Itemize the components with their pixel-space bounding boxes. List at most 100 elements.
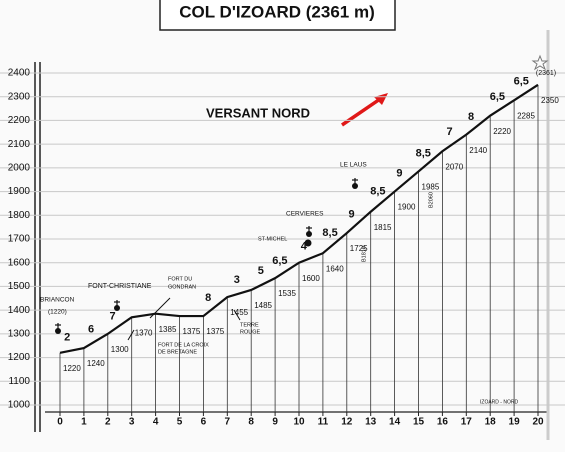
gradient-label: 8,5 <box>416 147 431 159</box>
title-box <box>159 0 396 31</box>
altitude-label: 1900 <box>398 203 416 212</box>
y-tick-label: 2300 <box>8 91 31 102</box>
gradient-label: 8,5 <box>370 186 385 198</box>
x-tick-label: 7 <box>225 417 231 428</box>
altitude-label: 1725 <box>350 244 368 253</box>
x-tick-label: 4 <box>153 417 159 428</box>
altitude-label: 1815 <box>374 223 392 232</box>
gradient-label: 7 <box>110 310 116 322</box>
annotation: DE BRETAGNE <box>158 349 197 355</box>
y-tick-label: 1600 <box>8 257 31 268</box>
altitude-label: 1370 <box>135 328 153 337</box>
annotation: CERVIERES <box>286 211 324 218</box>
gradient-label: 2 <box>64 331 70 343</box>
altitude-label: 1375 <box>183 327 201 336</box>
annotation: B1810 <box>361 246 367 262</box>
annotation: FORT DU <box>168 276 192 282</box>
gradient-label: 5 <box>258 265 264 277</box>
gradient-label: 4 <box>301 241 308 253</box>
x-tick-label: 10 <box>293 417 305 428</box>
gradient-label: 9 <box>349 209 355 221</box>
landmark-icon <box>306 231 312 237</box>
y-tick-label: 1100 <box>8 376 30 387</box>
y-tick-label: 2200 <box>8 115 31 126</box>
annotation: IZOARD - NORD <box>480 399 518 405</box>
x-tick-label: 2 <box>105 417 111 428</box>
pointer <box>127 329 135 341</box>
y-tick-label: 1800 <box>8 210 31 221</box>
annotation: ST-MICHEL <box>258 236 287 242</box>
x-tick-label: 1 <box>81 417 87 428</box>
altitude-label: 1455 <box>230 308 248 317</box>
altitude-label: 1485 <box>254 301 272 310</box>
profile-line <box>59 83 539 354</box>
annotation: B2060 <box>428 192 434 208</box>
gradient-label: 6,5 <box>490 91 505 103</box>
altitude-label: 2350 <box>541 96 559 105</box>
x-tick-label: 17 <box>461 417 473 428</box>
altitude-label: 1535 <box>278 289 296 298</box>
subtitle: VERSANT NORD <box>206 105 310 120</box>
x-tick-label: 18 <box>485 417 497 428</box>
annotation: TERRE <box>240 322 259 328</box>
gradient-label: 6 <box>88 324 94 336</box>
x-tick-label: 20 <box>532 417 544 428</box>
x-tick-label: 3 <box>129 417 135 428</box>
gradient-label: 7 <box>447 126 453 138</box>
altitude-label: 1220 <box>63 364 81 373</box>
gradient-label: 8 <box>205 292 211 304</box>
altitude-label: 1240 <box>87 359 105 368</box>
annotation: BRIANCON <box>40 297 75 304</box>
gradient-label: 9 <box>396 167 402 179</box>
annotation: GONDRAN <box>168 284 196 290</box>
altitude-label: 1985 <box>422 183 440 192</box>
x-tick-label: 11 <box>318 417 329 428</box>
y-tick-label: 1200 <box>8 352 31 363</box>
x-tick-label: 0 <box>57 417 63 428</box>
y-tick-label: 1300 <box>8 328 31 339</box>
y-tick-label: 1700 <box>8 234 31 245</box>
summit-star <box>531 54 549 71</box>
landmark-icon <box>55 328 61 334</box>
altitude-label: 1385 <box>159 325 177 334</box>
altitude-label: 1640 <box>326 264 344 273</box>
gradient-label: 8 <box>468 111 474 123</box>
y-tick-label: 1900 <box>8 186 31 197</box>
gradient-label: 3 <box>234 274 240 286</box>
altitude-label: 2285 <box>517 111 535 120</box>
x-tick-label: 5 <box>177 417 183 428</box>
x-tick-label: 16 <box>437 417 449 428</box>
x-tick-label: 14 <box>389 417 401 428</box>
y-tick-label: 1000 <box>8 400 31 411</box>
y-tick-label: 1500 <box>8 281 31 292</box>
x-tick-label: 19 <box>509 417 521 428</box>
y-tick-label: 2400 <box>8 68 31 79</box>
x-tick-label: 6 <box>201 417 207 428</box>
altitude-label: 2140 <box>469 146 487 155</box>
gradient-label: 8,5 <box>322 227 337 239</box>
altitude-label: 2070 <box>445 162 463 171</box>
altitude-label: 1375 <box>206 327 224 336</box>
altitude-label: 1600 <box>302 274 320 283</box>
gradient-label: 6,5 <box>272 255 287 267</box>
y-tick-label: 1400 <box>8 305 31 316</box>
chart-title: COL D'IZOARD (2361 m) <box>179 2 374 21</box>
y-tick-label: 2000 <box>8 162 31 173</box>
x-tick-label: 9 <box>272 417 278 428</box>
pointer <box>149 297 171 319</box>
pointer <box>233 309 241 321</box>
x-tick-label: 12 <box>341 417 353 428</box>
x-tick-label: 8 <box>248 417 254 428</box>
x-tick-label: 15 <box>413 417 425 428</box>
x-tick-label: 13 <box>365 417 377 428</box>
annotation: LE LAUS <box>340 162 367 169</box>
y-tick-label: 2100 <box>8 139 31 150</box>
altitude-label: 1300 <box>111 345 129 354</box>
annotation: (2361) <box>536 70 556 77</box>
landmark-dot <box>304 239 312 247</box>
landmark-icon <box>352 183 358 189</box>
annotation: (1220) <box>48 309 67 316</box>
annotation: FONT-CHRISTIANE <box>88 283 152 290</box>
